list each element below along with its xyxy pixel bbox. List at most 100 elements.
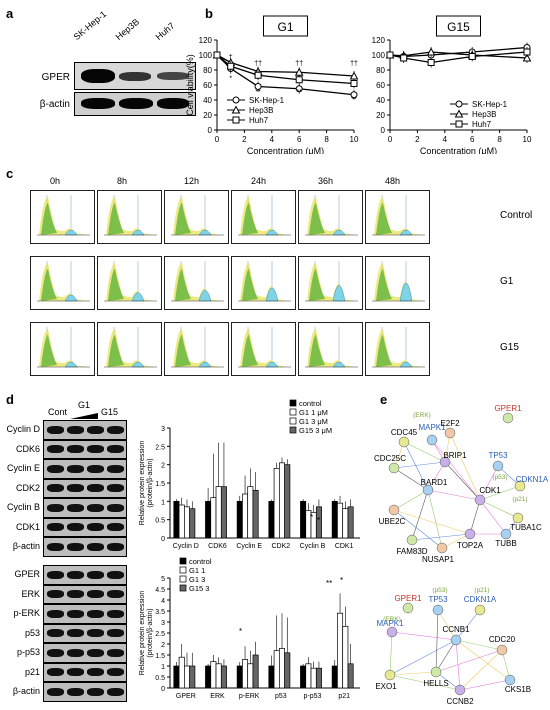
row-label: Cyclin B — [6, 502, 40, 512]
y-tick-label: 3 — [161, 620, 165, 627]
network-node — [500, 528, 512, 540]
y-tick-label: 100 — [199, 51, 213, 60]
node-label: EXO1 — [375, 682, 397, 691]
blot-band — [107, 542, 124, 551]
row-label: p53 — [24, 627, 40, 638]
y-tick-label: 2 — [161, 642, 165, 649]
network-edge — [411, 533, 471, 541]
bar — [220, 486, 227, 539]
bar — [331, 665, 338, 689]
blot-band — [67, 523, 84, 532]
network-node — [450, 634, 462, 646]
network-node — [386, 626, 398, 638]
row-label: β-actin — [12, 686, 40, 696]
node-label: FAM83D — [396, 547, 427, 556]
network-edge — [427, 489, 481, 501]
bar — [178, 504, 185, 539]
blot-band — [107, 445, 124, 454]
blot-band — [87, 570, 104, 579]
bar — [242, 659, 249, 689]
flow-histogram — [365, 190, 430, 244]
x-tick-label: Cyclin E — [236, 543, 262, 550]
x-tick-label: 6 — [297, 135, 302, 144]
blot-band — [47, 464, 64, 473]
bar — [205, 665, 212, 689]
legend-label: SK-Hep-1 — [249, 96, 285, 105]
blot-band — [67, 542, 84, 551]
row-label: CDK1 — [15, 521, 40, 532]
row-label: G1 — [500, 276, 514, 287]
blot-band — [107, 464, 124, 473]
legend-label: G1 3 — [189, 575, 205, 584]
blot-band — [47, 590, 64, 599]
node-label: BARD1 — [421, 478, 448, 487]
blot-band — [47, 648, 64, 657]
bar — [300, 665, 307, 689]
network-node — [502, 412, 514, 424]
y-tick-label: 60 — [203, 81, 212, 90]
network-edge — [479, 499, 519, 519]
data-point — [427, 59, 435, 66]
significance-marker: * — [229, 76, 232, 83]
network-edge — [389, 671, 437, 676]
network-node — [474, 604, 486, 616]
blot-strip — [43, 565, 127, 585]
network-edge — [459, 649, 503, 691]
flow-histogram — [30, 190, 95, 244]
flow-histogram — [298, 256, 363, 310]
bar — [347, 663, 354, 689]
x-tick-label: p53 — [275, 693, 287, 700]
data-point — [455, 120, 463, 128]
data-point — [254, 71, 262, 79]
x-axis-label: Concentration (μM) — [247, 146, 324, 154]
bar — [300, 500, 307, 539]
time-label: 0h — [50, 176, 61, 186]
blot-band — [67, 687, 84, 696]
network-edge — [455, 639, 461, 691]
legend-label: G1 1 — [189, 566, 205, 575]
blot-band — [87, 590, 104, 599]
bar — [279, 648, 285, 689]
blot-band — [47, 445, 64, 454]
network-edge — [389, 631, 393, 676]
flow-histogram — [97, 256, 162, 310]
flow-histogram — [164, 190, 229, 244]
panel-a-label: a — [6, 6, 14, 21]
bar — [236, 665, 243, 689]
bar — [242, 493, 249, 539]
network-edge — [403, 441, 446, 463]
blot-band — [107, 609, 124, 618]
blot-band — [107, 668, 124, 677]
blot-strip — [43, 584, 127, 604]
network-node — [398, 436, 410, 448]
x-tick-label: ERK — [210, 693, 225, 700]
data-point — [350, 80, 358, 87]
data-point — [232, 96, 240, 104]
y-tick-label: 100 — [372, 51, 386, 60]
y-axis-label: Relative protein expression — [139, 441, 146, 526]
row-label: CDK6 — [15, 443, 40, 454]
bar — [252, 654, 259, 689]
blot-band — [47, 523, 64, 532]
blot-band — [67, 464, 84, 473]
row-label: CDK2 — [15, 482, 40, 493]
network-node — [464, 528, 476, 540]
blot-strip — [43, 537, 127, 557]
node-label: HELLS — [423, 679, 448, 688]
blot-band — [87, 484, 104, 493]
network-edge — [459, 679, 511, 691]
bar — [331, 500, 338, 539]
x-tick-label: CDK1 — [335, 543, 354, 550]
flow-histogram — [97, 190, 162, 244]
legend-swatch — [289, 399, 297, 407]
row-label: Control — [500, 210, 533, 221]
network-edge — [469, 499, 481, 535]
node-label: CDKN1A — [516, 475, 549, 484]
y-tick-label: 80 — [376, 66, 385, 75]
node-label: TP53 — [488, 451, 508, 460]
node-label: E2F2 — [440, 419, 460, 428]
y-tick-label: 1.5 — [155, 481, 165, 488]
network-node — [430, 666, 442, 678]
y-axis-label: Cell viability(%) — [185, 54, 195, 116]
y-tick-label: 20 — [203, 111, 212, 120]
